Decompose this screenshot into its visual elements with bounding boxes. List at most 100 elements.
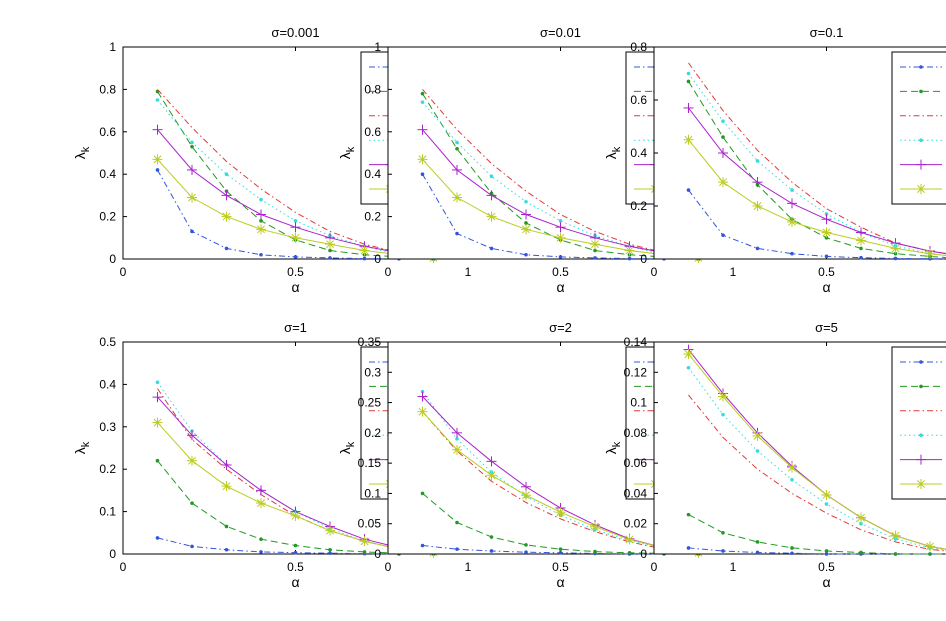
subplot-6: 0 0.5 1 0 0.02 0.04 0.06 0.08 0.1 0.12 0.14 σ=5 α λk δ… [603,320,946,590]
data-point [890,243,901,254]
y-tick-label: 0.12 [624,365,648,379]
panel-title: σ=0.001 [271,25,319,40]
data-point [256,498,266,509]
y-tick-label: 0 [640,252,647,266]
data-point [718,148,728,158]
x-tick-label: 0.5 [287,560,304,574]
y-tick-label: 0 [374,547,381,561]
data-point [325,525,335,536]
data-point [721,549,725,553]
data-point [224,246,229,251]
y-tick-label: 0.1 [364,486,381,500]
x-tick-label: 0 [651,265,658,279]
data-point [362,256,367,261]
data-point [187,192,197,203]
data-point [790,546,794,550]
data-point [489,535,494,539]
y-tick-label: 0.2 [99,462,116,476]
data-point [290,232,301,243]
data-point [755,550,760,555]
x-axis-label: α [556,279,564,295]
y-tick-label: 0 [640,547,647,561]
data-point [686,546,691,550]
data-point [256,485,266,496]
data-point [721,531,725,535]
series-line-3 [422,411,699,554]
data-point [524,550,528,554]
data-point [521,209,531,220]
data-point [790,551,794,556]
series-line-2 [422,493,699,555]
data-point [190,501,194,505]
data-point [328,547,332,552]
data-point [290,510,301,521]
data-point [359,245,370,256]
data-point [524,221,528,225]
data-point [824,254,829,259]
data-point [155,380,160,385]
y-tick-label: 0.3 [364,365,381,379]
y-tick-label: 1 [374,40,381,54]
x-tick-label: 0.5 [818,560,835,574]
data-point [259,197,263,202]
y-axis-label: λk [603,441,623,454]
data-point [452,427,462,438]
data-point [256,224,266,235]
data-point [417,406,428,417]
y-tick-label: 0.04 [624,486,648,500]
y-axis-label: λk [72,441,92,454]
legend-box [891,346,946,500]
data-point [325,239,335,250]
x-axis-label: α [822,279,830,295]
data-point [787,198,797,209]
legend-marker [919,360,923,364]
data-point [555,222,566,233]
legend-marker [919,89,923,94]
data-point [455,437,459,441]
y-tick-label: 0 [109,252,116,266]
x-tick-label: 1 [465,560,472,574]
x-tick-label: 0 [385,560,392,574]
data-point [455,140,459,145]
data-point [452,164,462,175]
data-point [790,478,794,482]
series-line-2 [422,93,699,260]
data-point [190,229,194,234]
data-point [856,235,866,246]
data-point [627,550,632,555]
legend-marker [919,433,923,438]
data-point [417,154,428,165]
y-tick-label: 0.14 [624,335,648,349]
data-point [420,91,425,96]
x-axis-label: α [291,279,299,295]
data-point [187,164,197,175]
legend: δ*=0.01δ*=0.1δ*=1δ*=2δ*=5δ*=10 [891,346,946,500]
data-point [420,172,425,176]
data-point [486,456,497,467]
data-point [290,222,301,233]
y-tick-label: 0.1 [99,505,116,519]
data-point [152,154,163,165]
data-point [755,540,760,544]
y-tick-label: 0.3 [99,420,116,434]
legend-marker [919,138,923,142]
data-point [721,412,725,417]
y-tick-label: 1 [109,40,116,54]
y-tick-label: 0.6 [99,125,116,139]
data-point [187,455,197,466]
data-point [359,536,370,547]
data-point [187,430,197,441]
data-point [259,252,263,257]
data-point [455,520,459,525]
y-axis-label: λk [337,146,357,159]
x-tick-label: 0 [120,560,127,574]
data-point [821,227,832,238]
data-point [486,470,497,481]
data-point [293,219,298,223]
y-tick-label: 0.4 [99,377,116,391]
x-tick-label: 0.5 [552,560,569,574]
data-point [328,248,332,253]
x-axis-label: α [822,574,830,590]
data-point [555,232,566,243]
